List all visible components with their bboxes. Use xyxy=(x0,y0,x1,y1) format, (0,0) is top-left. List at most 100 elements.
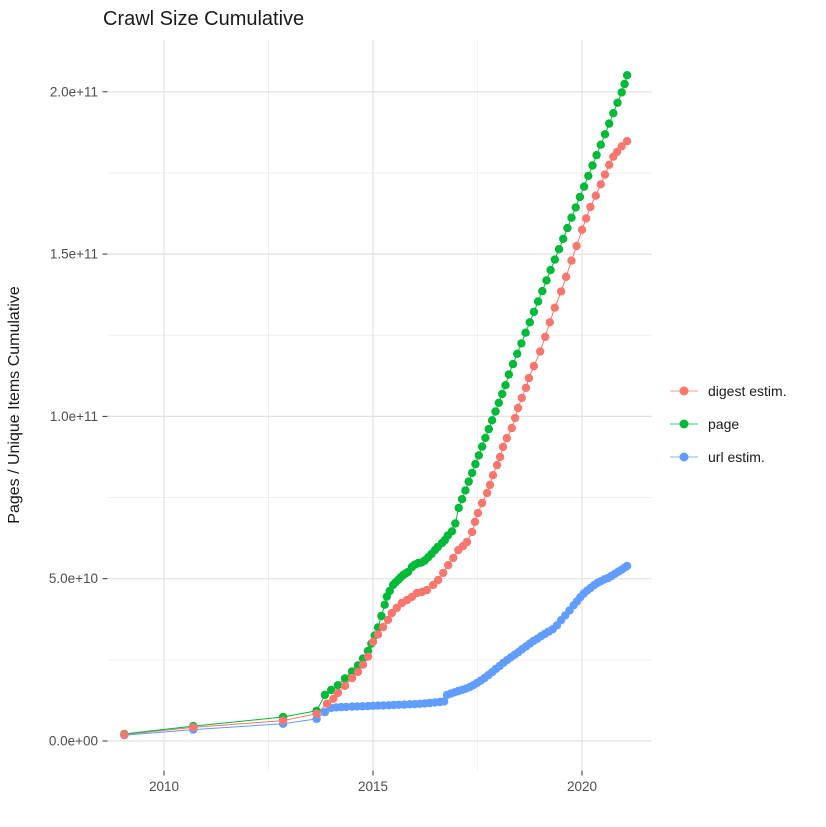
data-point xyxy=(439,568,448,578)
data-point xyxy=(340,674,350,683)
data-point xyxy=(454,503,463,513)
data-point xyxy=(513,403,523,413)
data-point xyxy=(617,142,626,151)
data-point xyxy=(579,182,589,191)
data-point xyxy=(592,150,601,160)
chart-title: Crawl Size Cumulative xyxy=(103,8,304,30)
legend: digest estim. page url estim. xyxy=(670,383,787,465)
data-point xyxy=(510,413,520,423)
series-line-digest-estim- xyxy=(124,140,628,735)
y-tick-label: 5.0e+10 xyxy=(49,571,98,586)
data-point xyxy=(622,561,632,571)
data-point xyxy=(572,241,581,251)
y-axis-title: Pages / Unique Items Cumulative xyxy=(6,286,23,524)
series-points-digest-estim- xyxy=(120,136,632,739)
data-point xyxy=(477,498,487,508)
data-point xyxy=(451,519,460,528)
data-point xyxy=(536,347,545,356)
data-point xyxy=(380,600,389,609)
data-point xyxy=(434,575,443,585)
data-point xyxy=(473,508,483,518)
legend-key-point xyxy=(679,419,689,429)
data-point xyxy=(542,276,551,285)
data-point xyxy=(517,393,526,403)
data-point xyxy=(368,637,378,647)
data-point xyxy=(439,697,449,706)
data-point xyxy=(596,140,605,149)
data-point xyxy=(312,709,321,718)
data-point xyxy=(488,471,498,480)
data-point xyxy=(481,433,490,442)
data-point xyxy=(575,192,585,202)
data-point xyxy=(582,214,591,223)
data-point xyxy=(492,460,502,470)
data-point xyxy=(525,318,534,327)
data-point xyxy=(567,213,576,222)
data-point xyxy=(577,225,587,234)
data-point xyxy=(559,234,568,243)
data-point xyxy=(494,398,503,407)
series-points-url-estim- xyxy=(120,561,632,740)
data-point xyxy=(508,359,518,369)
data-point xyxy=(333,681,343,690)
data-point xyxy=(327,685,336,695)
data-point xyxy=(498,442,508,452)
data-point xyxy=(507,423,516,433)
legend-key-point xyxy=(679,386,689,396)
data-point xyxy=(457,495,467,504)
data-point xyxy=(320,690,330,700)
y-tick-label: 1.0e+11 xyxy=(50,409,98,424)
data-point xyxy=(387,608,396,618)
data-point xyxy=(612,147,622,157)
data-point xyxy=(444,560,453,570)
data-point xyxy=(502,433,511,443)
data-point xyxy=(622,136,632,146)
data-point xyxy=(513,349,522,358)
data-point xyxy=(485,480,495,490)
legend-key-point xyxy=(679,452,689,462)
data-point xyxy=(521,328,530,337)
gridlines-major xyxy=(108,40,652,770)
axis-ticks xyxy=(102,91,583,776)
data-point xyxy=(467,527,477,537)
data-point xyxy=(482,488,492,498)
series-points-page xyxy=(120,71,632,739)
data-point xyxy=(422,585,432,595)
data-point xyxy=(529,307,539,317)
data-point xyxy=(596,180,605,189)
data-point xyxy=(484,424,493,434)
series-dots xyxy=(120,71,632,740)
data-point xyxy=(563,223,572,233)
data-point xyxy=(474,451,483,460)
data-point xyxy=(609,109,618,118)
data-point xyxy=(495,452,505,462)
data-point xyxy=(333,688,343,698)
x-tick-label: 2020 xyxy=(567,779,597,794)
legend-item-url-estim-: url estim. xyxy=(670,449,765,465)
data-point xyxy=(329,694,338,703)
x-tick-label: 2010 xyxy=(149,779,179,794)
data-point xyxy=(320,707,330,717)
legend-label: url estim. xyxy=(708,449,765,465)
gridlines-minor xyxy=(108,40,652,770)
data-point xyxy=(467,468,477,478)
data-point xyxy=(504,370,513,379)
data-point xyxy=(550,303,559,312)
data-point xyxy=(600,170,610,179)
data-point xyxy=(571,203,580,212)
data-point xyxy=(278,716,288,725)
data-point xyxy=(524,373,534,383)
data-point xyxy=(471,459,480,469)
data-point xyxy=(120,730,129,739)
data-point xyxy=(378,622,388,632)
y-tick-label: 2.0e+11 xyxy=(50,84,98,99)
data-point xyxy=(363,652,373,661)
legend-label: page xyxy=(708,416,739,432)
data-point xyxy=(605,160,614,169)
data-point xyxy=(561,272,571,281)
data-point xyxy=(545,318,554,327)
data-point xyxy=(477,442,487,451)
data-point xyxy=(347,673,357,683)
data-point xyxy=(373,630,383,639)
